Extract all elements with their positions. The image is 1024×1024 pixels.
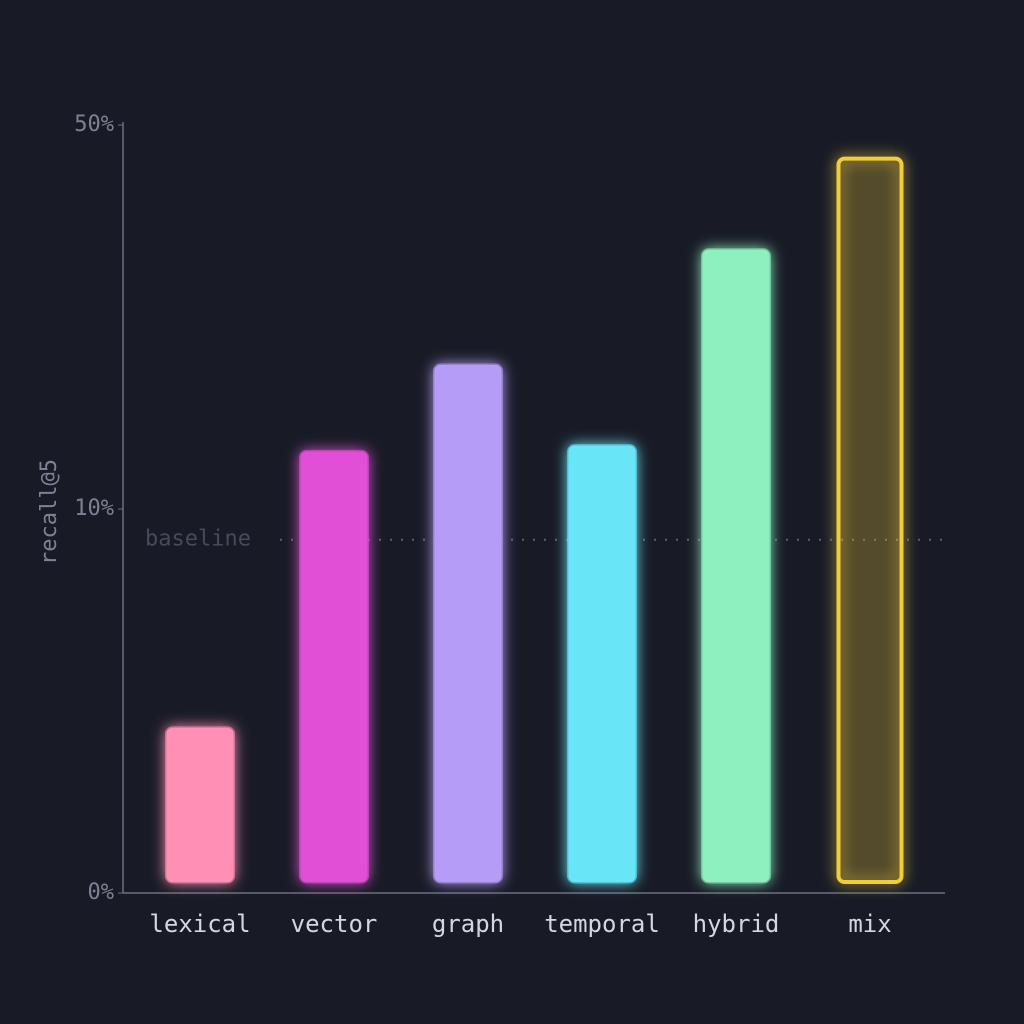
x-tick-label: hybrid <box>693 910 780 938</box>
y-tick-label: 10% <box>74 496 114 521</box>
baseline-label: baseline <box>145 527 251 552</box>
bar <box>433 363 503 884</box>
y-axis-label: recall@5 <box>37 459 62 565</box>
bar <box>701 248 771 884</box>
bar <box>836 156 904 885</box>
y-tick-label: 50% <box>74 112 114 137</box>
x-tick-label: graph <box>432 910 504 938</box>
x-tick-label: mix <box>848 910 891 938</box>
x-tick-label: vector <box>291 910 378 938</box>
x-tick-label: temporal <box>544 910 660 938</box>
bar <box>567 444 637 884</box>
y-tick-label: 0% <box>88 880 115 905</box>
bar <box>299 449 369 884</box>
x-tick-label: lexical <box>149 910 250 938</box>
bar <box>165 726 235 884</box>
